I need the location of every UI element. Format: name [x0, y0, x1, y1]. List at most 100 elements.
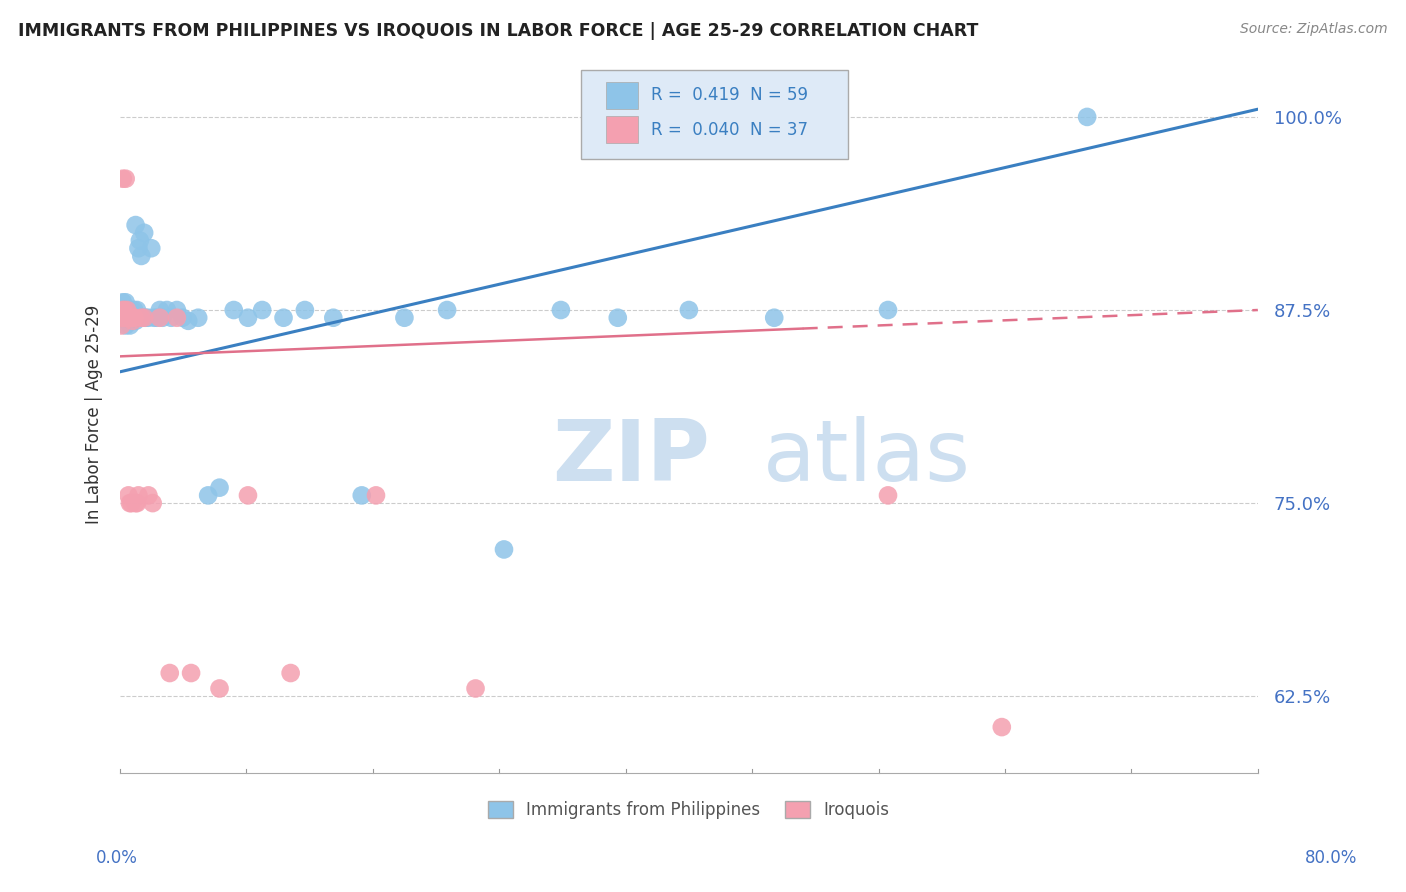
Point: [112, 310, 135, 325]
Point: [120, 310, 142, 325]
Point: [222, 303, 245, 318]
Point: [166, 303, 188, 318]
Point: [294, 303, 316, 318]
FancyBboxPatch shape: [606, 82, 638, 109]
Point: [121, 308, 143, 322]
Point: [180, 666, 202, 681]
Point: [322, 310, 344, 325]
Point: [110, 310, 132, 325]
Point: [115, 310, 138, 325]
Point: [125, 496, 148, 510]
Point: [160, 310, 183, 325]
Point: [121, 310, 143, 325]
Point: [280, 666, 302, 681]
Point: [436, 303, 458, 318]
Point: [250, 303, 273, 318]
Point: [350, 488, 373, 502]
Point: [129, 310, 152, 325]
Point: [114, 295, 136, 310]
Point: [115, 310, 138, 325]
Point: [117, 314, 139, 328]
Point: [166, 310, 188, 325]
Point: [236, 488, 259, 502]
Point: [394, 310, 416, 325]
Text: atlas: atlas: [763, 416, 972, 499]
Point: [134, 310, 156, 325]
Point: [115, 303, 138, 318]
Point: [117, 310, 139, 325]
Point: [138, 310, 160, 325]
Point: [146, 310, 169, 325]
Point: [118, 496, 141, 510]
Point: [127, 488, 149, 502]
Point: [177, 314, 200, 328]
Point: [114, 310, 136, 325]
Point: [111, 171, 134, 186]
Point: [197, 488, 219, 502]
Point: [141, 241, 163, 255]
Point: [273, 310, 295, 325]
Point: [135, 310, 157, 325]
Point: [115, 303, 138, 318]
Point: [128, 234, 150, 248]
Point: [125, 310, 148, 325]
Text: IMMIGRANTS FROM PHILIPPINES VS IROQUOIS IN LABOR FORCE | AGE 25-29 CORRELATION C: IMMIGRANTS FROM PHILIPPINES VS IROQUOIS …: [18, 22, 979, 40]
Text: 80.0%: 80.0%: [1305, 849, 1357, 867]
Point: [120, 303, 142, 318]
Point: [122, 303, 145, 318]
Point: [149, 310, 172, 325]
Point: [132, 310, 155, 325]
Point: [364, 488, 387, 502]
Legend: Immigrants from Philippines, Iroquois: Immigrants from Philippines, Iroquois: [481, 795, 897, 826]
Text: R =  0.419  N = 59: R = 0.419 N = 59: [651, 87, 808, 104]
Point: [111, 303, 134, 318]
Point: [111, 295, 134, 310]
Point: [156, 303, 179, 318]
Point: [124, 314, 146, 328]
Point: [122, 310, 145, 325]
Point: [134, 226, 156, 240]
Point: [129, 249, 152, 263]
Point: [159, 666, 181, 681]
Point: [492, 542, 515, 557]
Point: [118, 310, 141, 325]
Text: 0.0%: 0.0%: [96, 849, 138, 867]
Point: [763, 310, 786, 325]
Point: [110, 310, 132, 325]
Point: [121, 314, 143, 328]
Point: [111, 303, 134, 318]
Point: [149, 303, 172, 318]
Point: [606, 310, 628, 325]
Point: [127, 241, 149, 255]
Point: [208, 681, 231, 696]
Point: [117, 308, 139, 322]
Y-axis label: In Labor Force | Age 25-29: In Labor Force | Age 25-29: [86, 305, 103, 524]
Point: [142, 496, 165, 510]
Text: ZIP: ZIP: [553, 416, 710, 499]
Point: [110, 318, 132, 333]
Point: [187, 310, 209, 325]
Point: [114, 318, 136, 333]
Point: [124, 496, 146, 510]
Point: [172, 310, 194, 325]
Point: [550, 303, 572, 318]
Point: [114, 171, 136, 186]
Point: [152, 310, 174, 325]
Point: [112, 310, 135, 325]
FancyBboxPatch shape: [581, 70, 848, 160]
Text: Source: ZipAtlas.com: Source: ZipAtlas.com: [1240, 22, 1388, 37]
Point: [1076, 110, 1098, 124]
Point: [678, 303, 700, 318]
Point: [112, 303, 135, 318]
Point: [122, 310, 145, 325]
Point: [122, 310, 145, 325]
Point: [120, 314, 142, 328]
Point: [236, 310, 259, 325]
Point: [208, 481, 231, 495]
Point: [464, 681, 486, 696]
Point: [138, 488, 160, 502]
Point: [143, 310, 166, 325]
Point: [118, 318, 141, 333]
Point: [991, 720, 1014, 734]
FancyBboxPatch shape: [606, 116, 638, 144]
